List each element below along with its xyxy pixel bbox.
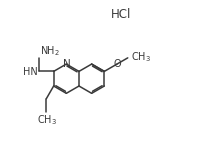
Text: CH$_3$: CH$_3$ xyxy=(130,51,150,64)
Text: HN: HN xyxy=(23,67,38,77)
Text: NH$_2$: NH$_2$ xyxy=(40,44,59,58)
Text: O: O xyxy=(113,59,120,69)
Text: CH$_3$: CH$_3$ xyxy=(37,113,57,127)
Text: N: N xyxy=(63,59,70,69)
Text: HCl: HCl xyxy=(110,8,131,21)
